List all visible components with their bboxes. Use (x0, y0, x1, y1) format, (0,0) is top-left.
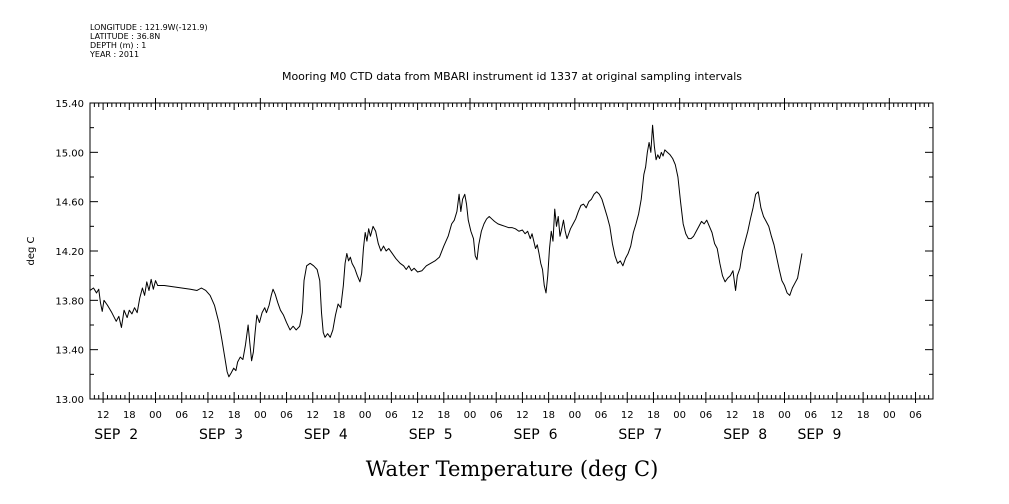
x-day-label: SEP 5 (409, 427, 453, 443)
metadata-latitude: LATITUDE : 36.8N (90, 32, 160, 41)
y-axis-label: deg C (26, 236, 37, 265)
x-day-label: SEP 4 (304, 427, 348, 443)
series-line (89, 124, 803, 378)
x-day-label: SEP 8 (723, 427, 767, 443)
x-tick-label: 12 (202, 410, 215, 421)
x-axis: 12 18 00 06 12 18 00 06 12 18 00 06 12 18 00 06 12 18 00 06… (89, 98, 934, 443)
y-tick-label: 14.60 (55, 198, 84, 209)
x-day-label: SEP 7 (618, 427, 662, 443)
metadata-block: LONGITUDE : 121.9W(-121.9) LATITUDE : 36… (89, 23, 208, 59)
x-tick-label: 12 (516, 410, 529, 421)
x-tick-label: 18 (542, 410, 555, 421)
x-tick-label: 00 (464, 410, 477, 421)
plot-frame (89, 102, 934, 400)
x-tick-label: 06 (175, 410, 188, 421)
x-tick-label: 18 (857, 410, 870, 421)
y-axis: 13.00 13.40 13.80 14.20 14.60 15.00 15.40 (55, 99, 933, 406)
plot-series (89, 124, 803, 378)
x-tick-label: 18 (437, 410, 450, 421)
x-tick-label: 12 (306, 410, 319, 421)
x-tick-label: 00 (673, 410, 686, 421)
x-axis-label: Water Temperature (deg C) (366, 457, 659, 481)
x-tick-label: 00 (568, 410, 581, 421)
y-tick-label: 15.40 (55, 99, 84, 110)
x-tick-label: 18 (752, 410, 765, 421)
chart-title: Mooring M0 CTD data from MBARI instrumen… (282, 70, 742, 83)
x-tick-label: 12 (831, 410, 844, 421)
x-day-label: SEP 6 (514, 427, 558, 443)
x-day-label: SEP 2 (94, 427, 138, 443)
x-tick-label: 06 (909, 410, 922, 421)
x-tick-label: 12 (411, 410, 424, 421)
x-tick-label: 00 (359, 410, 372, 421)
x-tick-label: 18 (228, 410, 241, 421)
x-tick-label: 12 (726, 410, 739, 421)
y-tick-label: 13.80 (55, 296, 84, 307)
x-tick-label: 06 (700, 410, 713, 421)
x-tick-label: 06 (490, 410, 503, 421)
metadata-longitude: LONGITUDE : 121.9W(-121.9) (90, 23, 208, 32)
x-tick-label: 06 (385, 410, 398, 421)
y-tick-label: 14.20 (55, 247, 84, 258)
metadata-year: YEAR : 2011 (89, 50, 139, 59)
y-tick-label: 13.00 (55, 395, 84, 406)
y-tick-label: 15.00 (55, 148, 84, 159)
x-tick-label: 18 (123, 410, 136, 421)
x-day-label: SEP 3 (199, 427, 243, 443)
x-tick-label: 12 (621, 410, 634, 421)
x-tick-label: 00 (778, 410, 791, 421)
x-tick-label: 18 (333, 410, 346, 421)
x-tick-label: 06 (804, 410, 817, 421)
y-tick-label: 13.40 (55, 346, 84, 357)
x-tick-label: 00 (254, 410, 267, 421)
x-tick-label: 06 (595, 410, 608, 421)
x-tick-label: 18 (647, 410, 660, 421)
x-day-label: SEP 9 (797, 427, 841, 443)
x-tick-label: 00 (883, 410, 896, 421)
x-tick-label: 12 (97, 410, 110, 421)
metadata-depth: DEPTH (m) : 1 (90, 41, 146, 50)
x-tick-label: 06 (280, 410, 293, 421)
x-tick-label: 00 (149, 410, 162, 421)
